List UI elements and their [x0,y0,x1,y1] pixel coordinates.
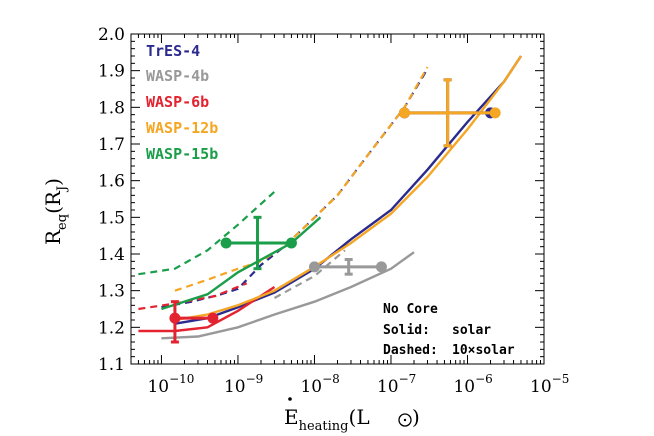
legend-entry-wasp-6b: WASP-6b [146,93,209,111]
x-tick-exponent: −5 [552,372,570,386]
plot-marks [138,55,523,344]
error-end-low-wasp-6b [169,312,181,324]
x-tick-label: 10−7 [377,372,416,397]
legend-entry-wasp-15b: WASP-15b [146,145,218,163]
x-axis-title: Eheating(L ) [284,397,420,434]
x-tick-exponent: −7 [399,372,417,386]
x-tick-label: 10−8 [300,372,339,397]
y-tick-label: 1.4 [98,245,125,265]
annotation-solid-value: solar [452,323,491,338]
error-end-low-wasp-4b [308,261,320,273]
y-axis-title-main: R [41,229,65,245]
y-tick-label: 1.8 [98,98,125,118]
x-tick-exponent: −8 [322,372,340,386]
y-tick-label: 1.9 [98,62,125,82]
x-axis-title-dot [288,397,292,401]
annotation-box: No Core Solid: solar Dashed: 10×solar [383,302,515,358]
error-end-high-wasp-4b [375,261,387,273]
y-tick-label: 2.0 [98,25,125,45]
y-axis-title: Req(RJ) [41,178,70,245]
y-axis-title-close: ) [41,178,65,186]
y-axis-title-sub: eq [55,214,70,230]
x-axis-title-close: ) [412,405,420,429]
sun-symbol [398,413,412,427]
legend-entry-wasp-4b: WASP-4b [146,67,209,85]
x-axis-title-sub: heating [299,419,349,434]
y-axis-title-subj: J [55,186,70,193]
sun-symbol-dot [403,418,407,422]
series-line-dashed-wasp-6b [138,282,248,311]
annotation-dashed-value: 10×solar [452,343,515,358]
svg-text:Req(RJ): Req(RJ) [41,178,70,245]
annotation-no-core: No Core [383,302,438,317]
x-tick-label: 10−10 [147,372,194,397]
x-axis-title-open: (L [349,405,370,429]
y-tick-label: 1.3 [98,282,125,302]
series-line-dashed-wasp-4b [273,249,346,299]
error-end-high-wasp-15b [285,237,297,249]
x-tick-label: 10−9 [224,372,263,397]
x-tick-label: 10−5 [530,372,569,397]
y-tick-label: 1.5 [98,208,125,228]
series-line-dashed-wasp-12b [174,66,429,292]
y-tick-label: 1.7 [98,135,125,155]
y-tick-label: 1.2 [98,318,125,338]
error-end-low-wasp-12b [398,107,410,119]
x-tick-exponent: −6 [475,372,493,386]
series-line-solid-tres-4 [174,55,523,325]
series-line-solid-wasp-15b [161,216,322,311]
svg-text:Eheating(L: Eheating(L [284,405,370,434]
annotation-dashed-label: Dashed: [383,343,438,358]
error-end-high-wasp-12b [489,107,501,119]
x-tick-label: 10−6 [453,372,492,397]
y-tick-label: 1.6 [98,172,125,192]
error-end-high-wasp-6b [207,312,219,324]
y-axis-title-open: (R [41,190,65,214]
annotation-solid-label: Solid: [383,323,430,338]
y-tick-label: 1.1 [98,355,125,375]
series-line-dashed-wasp-15b [138,190,276,276]
series-line-solid-wasp-4b [161,251,415,340]
error-end-low-wasp-15b [220,237,232,249]
legend-entry-tres-4: TrES-4 [146,42,200,60]
x-axis-title-main: E [284,405,299,429]
legend-entry-wasp-12b: WASP-12b [146,119,218,137]
series-line-solid-wasp-6b [138,285,276,333]
legend: TrES-4 WASP-4b WASP-6b WASP-12b WASP-15b [146,42,218,163]
x-tick-exponent: −10 [169,372,194,386]
x-tick-exponent: −9 [246,372,264,386]
